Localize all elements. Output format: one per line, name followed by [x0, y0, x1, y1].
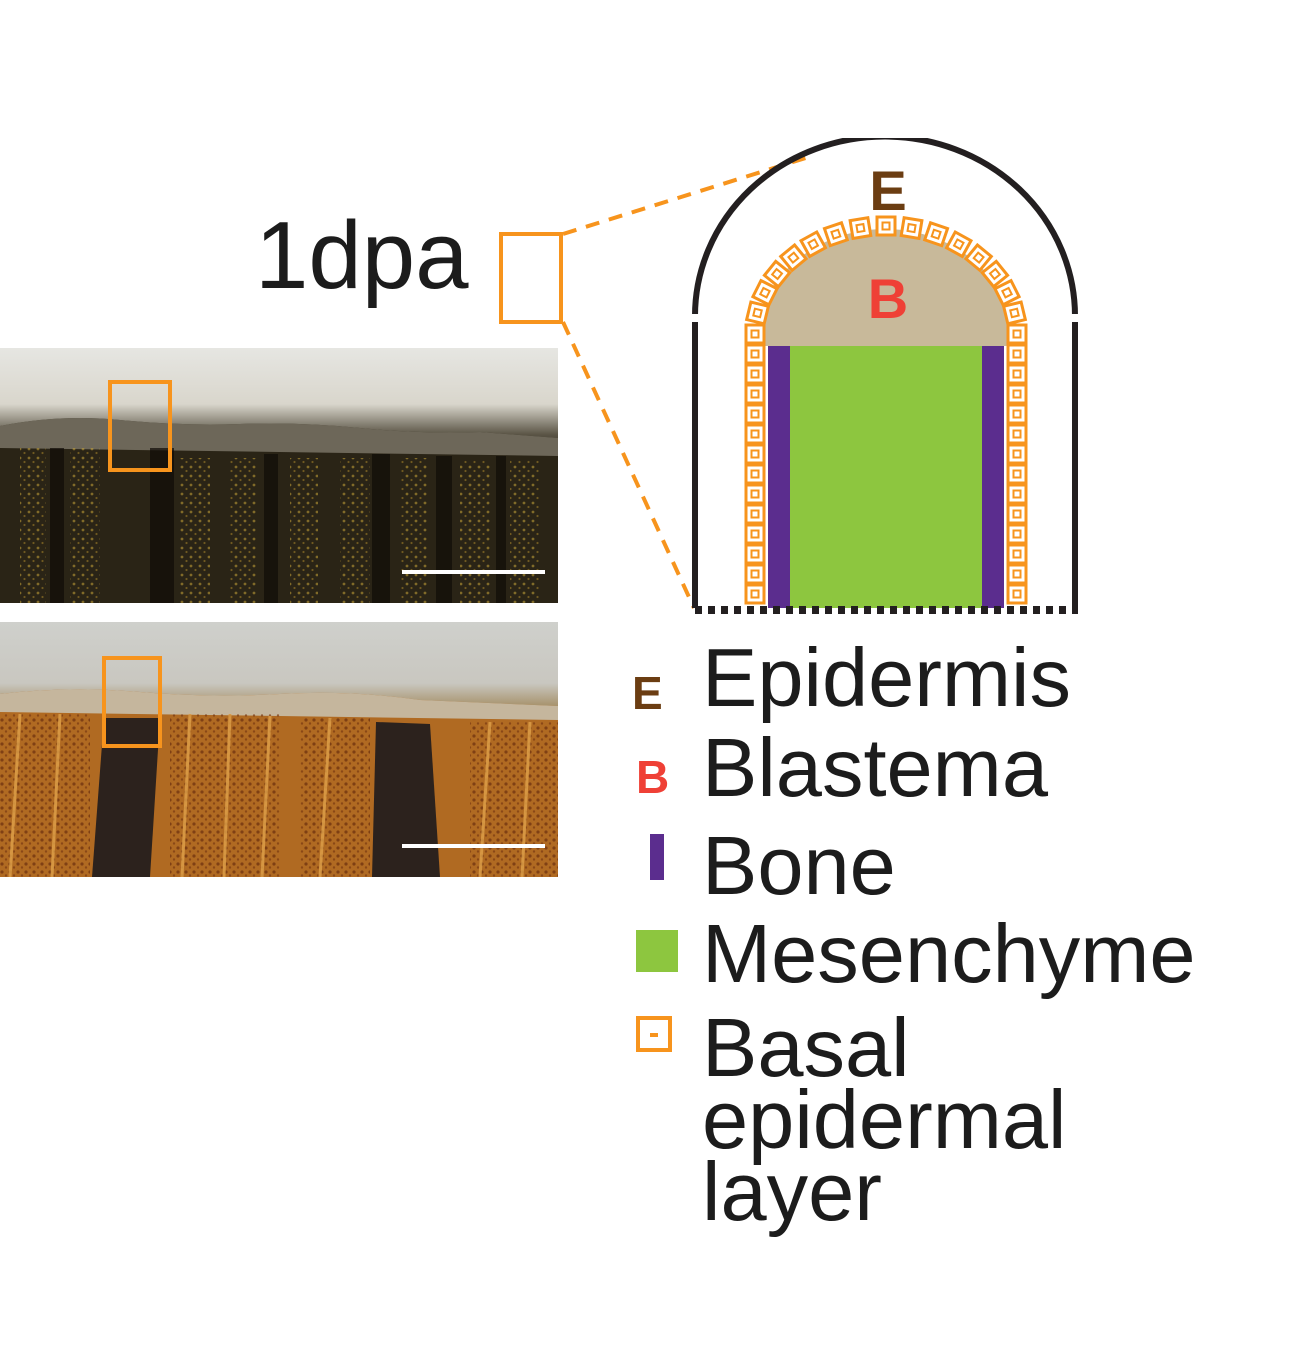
- legend-item-bone: Bone: [630, 819, 896, 912]
- bone-right: [982, 346, 1004, 608]
- legend-label-blastema: Blastema: [702, 721, 1048, 814]
- basal-cell: [1006, 543, 1028, 565]
- basal-cell: [1006, 583, 1028, 605]
- basal-cell: [744, 383, 766, 405]
- legend-label-basal-line3: layer: [702, 1145, 882, 1238]
- basal-cell: [1006, 343, 1028, 365]
- legend-label-basal-line2: epidermal: [702, 1073, 1067, 1166]
- basal-cell: [744, 300, 771, 326]
- legend-item-mesenchyme: Mesenchyme: [630, 907, 1196, 1000]
- top-micrograph-highlight-box: [108, 380, 172, 472]
- basal-cell: [744, 543, 766, 565]
- legend-item-basal: Basal epidermal layer: [630, 1001, 1067, 1238]
- basal-cell: [922, 220, 950, 248]
- zoom-line-top: [562, 154, 813, 236]
- epidermis-outline: [692, 138, 1078, 608]
- legend-label-mesenchyme: Mesenchyme: [702, 907, 1196, 1000]
- diagram-epidermis-letter: E: [869, 159, 906, 222]
- basal-cell: [798, 229, 828, 259]
- basal-cell: [744, 563, 766, 585]
- legend-label-basal-line1: Basal: [702, 1001, 910, 1094]
- mesenchyme-marker: [636, 930, 678, 972]
- basal-cell: [744, 463, 766, 485]
- bone-left: [768, 346, 790, 608]
- basal-cell-marker-inner: [650, 1033, 658, 1037]
- legend-label-bone: Bone: [702, 819, 896, 912]
- basal-cell: [963, 242, 994, 273]
- legend-item-epidermis: E Epidermis: [630, 631, 1072, 724]
- blastema-region: [755, 229, 1015, 346]
- zoom-line-bottom: [561, 321, 696, 609]
- basal-cell: [1006, 403, 1028, 425]
- basal-cell: [750, 278, 780, 307]
- basal-cell: [980, 259, 1010, 289]
- legend-item-blastema: B Blastema: [630, 721, 1048, 814]
- bottom-micrograph-highlight-box: [102, 656, 162, 748]
- bottom-scale-bar: [402, 844, 545, 848]
- basal-cell: [1006, 503, 1028, 525]
- basal-cell: [744, 523, 766, 545]
- zoom-box: [499, 232, 563, 324]
- basal-cell: [744, 323, 766, 345]
- basal-cell: [744, 483, 766, 505]
- basal-cell: [899, 216, 924, 241]
- epidermis-marker: E: [632, 667, 663, 719]
- basal-cell: [744, 583, 766, 605]
- basal-cell: [822, 220, 850, 248]
- basal-cell: [1006, 363, 1028, 385]
- basal-cell: [744, 443, 766, 465]
- basal-cell: [848, 216, 873, 241]
- basal-cell: [1006, 443, 1028, 465]
- top-scale-bar: [402, 570, 545, 574]
- basal-cell: [744, 343, 766, 365]
- zoom-connector: [499, 154, 813, 609]
- basal-cell: [762, 259, 792, 289]
- legend-label-epidermis: Epidermis: [702, 631, 1072, 724]
- basal-cell: [1006, 323, 1028, 345]
- bottom-fin-micrograph: [0, 622, 558, 877]
- basal-cell: [1006, 463, 1028, 485]
- basal-cell-marker: [636, 1016, 672, 1052]
- basal-cell: [1006, 563, 1028, 585]
- top-fin-micrograph: [0, 348, 558, 603]
- basal-cell: [944, 229, 974, 259]
- blastema-marker: B: [636, 751, 670, 803]
- basal-cell: [992, 278, 1022, 307]
- fin-tip-schematic: E B: [691, 138, 1079, 614]
- basal-cell: [778, 242, 809, 273]
- basal-cell: [875, 215, 897, 237]
- timepoint-label: 1dpa: [255, 202, 469, 309]
- mesenchyme-region: [790, 346, 982, 608]
- bone-marker: [650, 834, 664, 880]
- basal-cell: [1006, 423, 1028, 445]
- basal-cell: [1006, 523, 1028, 545]
- basal-cell: [1001, 300, 1028, 326]
- basal-cell: [1006, 383, 1028, 405]
- diagram-blastema-letter: B: [868, 267, 908, 330]
- basal-cell: [744, 503, 766, 525]
- basal-cell: [744, 403, 766, 425]
- basal-epidermal-layer: [744, 215, 1028, 605]
- basal-cell: [744, 423, 766, 445]
- basal-cell: [1006, 483, 1028, 505]
- basal-cell: [744, 363, 766, 385]
